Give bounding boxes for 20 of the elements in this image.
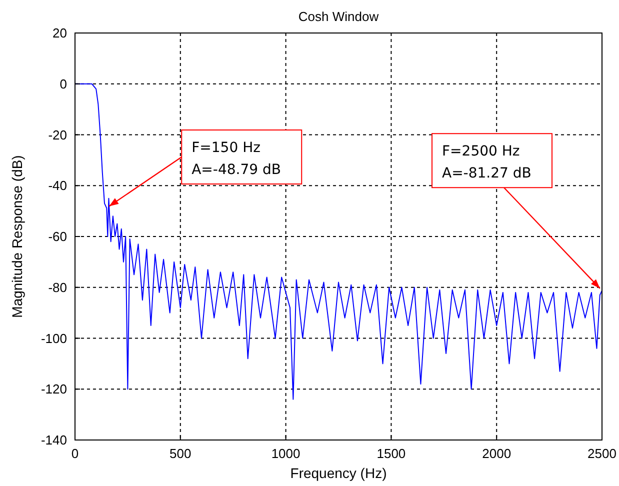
x-tick-label: 1500 xyxy=(376,446,406,461)
y-tick-label: -80 xyxy=(48,280,67,295)
y-tick-label: 0 xyxy=(60,76,67,92)
annotation: F=150 Hz A=-48.79 dB xyxy=(192,140,282,178)
x-tick-label: 0 xyxy=(71,446,79,461)
y-tick-label: -20 xyxy=(48,127,67,142)
y-tick-label: -120 xyxy=(40,382,67,397)
y-axis-title: Magnitude Response (dB) xyxy=(9,155,25,318)
x-tick-label: 1000 xyxy=(271,446,300,461)
y-tick-label: -100 xyxy=(40,330,67,346)
y-tick-label: -140 xyxy=(40,432,67,448)
y-tick-label: -60 xyxy=(48,229,67,244)
x-tick-label: 500 xyxy=(170,446,192,461)
chart-title: Cosh Window xyxy=(298,9,380,24)
annotation: F=2500 Hz A=-81.27 dB xyxy=(442,144,532,182)
x-axis-title: Frequency (Hz) xyxy=(290,465,387,481)
x-tick-label: 2000 xyxy=(482,446,512,461)
x-tick-label: 2500 xyxy=(588,446,616,461)
y-tick-label: -40 xyxy=(48,178,67,194)
y-tick-label: 20 xyxy=(52,26,67,41)
